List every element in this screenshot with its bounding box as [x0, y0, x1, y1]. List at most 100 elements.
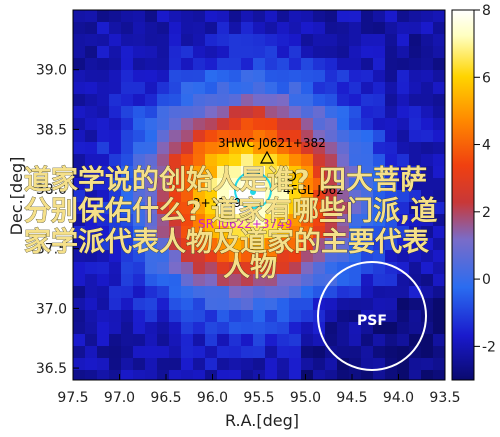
- heatmap-cell: [157, 178, 170, 191]
- heatmap-cell: [157, 118, 170, 131]
- heatmap-cell: [409, 214, 422, 227]
- heatmap-cell: [337, 178, 350, 191]
- heatmap-cell: [229, 10, 242, 23]
- heatmap-cell: [421, 154, 434, 167]
- heatmap-cell: [169, 142, 182, 155]
- heatmap-cell: [145, 358, 158, 371]
- heatmap-cell: [277, 178, 290, 191]
- heatmap-cell: [181, 322, 194, 335]
- heatmap-cell: [325, 286, 338, 299]
- heatmap-cell: [373, 130, 386, 143]
- heatmap-cell: [265, 346, 278, 359]
- heatmap-cell: [169, 70, 182, 83]
- heatmap-cell: [121, 262, 134, 275]
- overlay-text-line: 分别保佑什么? 道家有哪些门派,道: [24, 195, 437, 227]
- heatmap-cell: [169, 106, 182, 119]
- heatmap-cell: [301, 226, 314, 239]
- heatmap-cell: [325, 358, 338, 371]
- heatmap-cell: [193, 94, 206, 107]
- heatmap-cell: [133, 250, 146, 263]
- heatmap-cell: [277, 34, 290, 47]
- heatmap-cell: [373, 34, 386, 47]
- heatmap-cell: [313, 118, 326, 131]
- heatmap-cell: [385, 238, 398, 251]
- heatmap-cell: [193, 130, 206, 143]
- heatmap-cell: [265, 274, 278, 287]
- heatmap-cell: [181, 166, 194, 179]
- heatmap-cell: [301, 262, 314, 275]
- heatmap-cell: [433, 370, 445, 380]
- heatmap-cell: [133, 22, 146, 35]
- heatmap-cell: [373, 370, 386, 380]
- heatmap-cell: [337, 274, 350, 287]
- heatmap-cell: [253, 58, 266, 71]
- heatmap-cell: [253, 286, 266, 299]
- heatmap-cell: [157, 106, 170, 119]
- heatmap-cell: [217, 238, 230, 251]
- x-axis-ticks: 97.5 97.0 96.5 96.0 95.5 95.0 94.5 94.0 93.5: [57, 374, 461, 406]
- heatmap-cell: [409, 154, 422, 167]
- heatmap-cell: [361, 190, 374, 203]
- heatmap-cell: [241, 346, 254, 359]
- heatmap-cell: [313, 358, 326, 371]
- heatmap-cell: [157, 190, 170, 203]
- heatmap-cell: [121, 274, 134, 287]
- heatmap-cell: [193, 274, 206, 287]
- heatmap-cell: [169, 190, 182, 203]
- heatmap-cell: [205, 274, 218, 287]
- heatmap-cell: [313, 10, 326, 23]
- heatmap-cell: [217, 334, 230, 347]
- heatmap-cell: [181, 226, 194, 239]
- heatmap-cell: [217, 130, 230, 143]
- heatmap-cell: [133, 370, 146, 380]
- heatmap-cell: [241, 118, 254, 131]
- heatmap-cell: [121, 298, 134, 311]
- heatmap-cell: [73, 238, 86, 251]
- heatmap-cell: [385, 370, 398, 380]
- heatmap-cell: [361, 22, 374, 35]
- heatmap-cell: [385, 178, 398, 191]
- heatmap-cell: [373, 322, 386, 335]
- heatmap-cell: [289, 262, 302, 275]
- heatmap-cell: [337, 46, 350, 59]
- heatmap-cell: [109, 274, 122, 287]
- heatmap-cell: [205, 346, 218, 359]
- heatmap-cell: [229, 22, 242, 35]
- heatmap-cell: [397, 370, 410, 380]
- heatmap-cell: [109, 46, 122, 59]
- heatmap-cell: [121, 286, 134, 299]
- heatmap-cell: [313, 274, 326, 287]
- heatmap-cell: [253, 310, 266, 323]
- heatmap-cell: [169, 298, 182, 311]
- heatmap-cell: [157, 262, 170, 275]
- heatmap-cell: [85, 82, 98, 95]
- heatmap-cell: [373, 358, 386, 371]
- heatmap-cell: [361, 298, 374, 311]
- heatmap-cell: [337, 70, 350, 83]
- heatmap-cell: [193, 22, 206, 35]
- heatmap-cell: [325, 214, 338, 227]
- heatmap-cell: [325, 262, 338, 275]
- heatmap-cell: [325, 82, 338, 95]
- heatmap-cell: [181, 106, 194, 119]
- source-label: SR J0622+3749: [198, 217, 292, 231]
- heatmap-cell: [313, 82, 326, 95]
- heatmap-cell: [361, 166, 374, 179]
- heatmap-cell: [229, 214, 242, 227]
- heatmap-cell: [421, 130, 434, 143]
- heatmap-cell: [397, 346, 410, 359]
- heatmap-cell: [301, 214, 314, 227]
- heatmap-cell: [109, 334, 122, 347]
- heatmap-cell: [373, 346, 386, 359]
- heatmap-cell: [229, 130, 242, 143]
- heatmap-cell: [169, 250, 182, 263]
- heatmap-cell: [409, 250, 422, 263]
- heatmap-cell: [337, 322, 350, 335]
- heatmap-cell: [301, 238, 314, 251]
- heatmap-cell: [121, 346, 134, 359]
- heatmap-cell: [181, 22, 194, 35]
- heatmap-cell: [217, 346, 230, 359]
- colorbar: [451, 9, 475, 381]
- heatmap-cell: [385, 274, 398, 287]
- heatmap-cell: [121, 118, 134, 131]
